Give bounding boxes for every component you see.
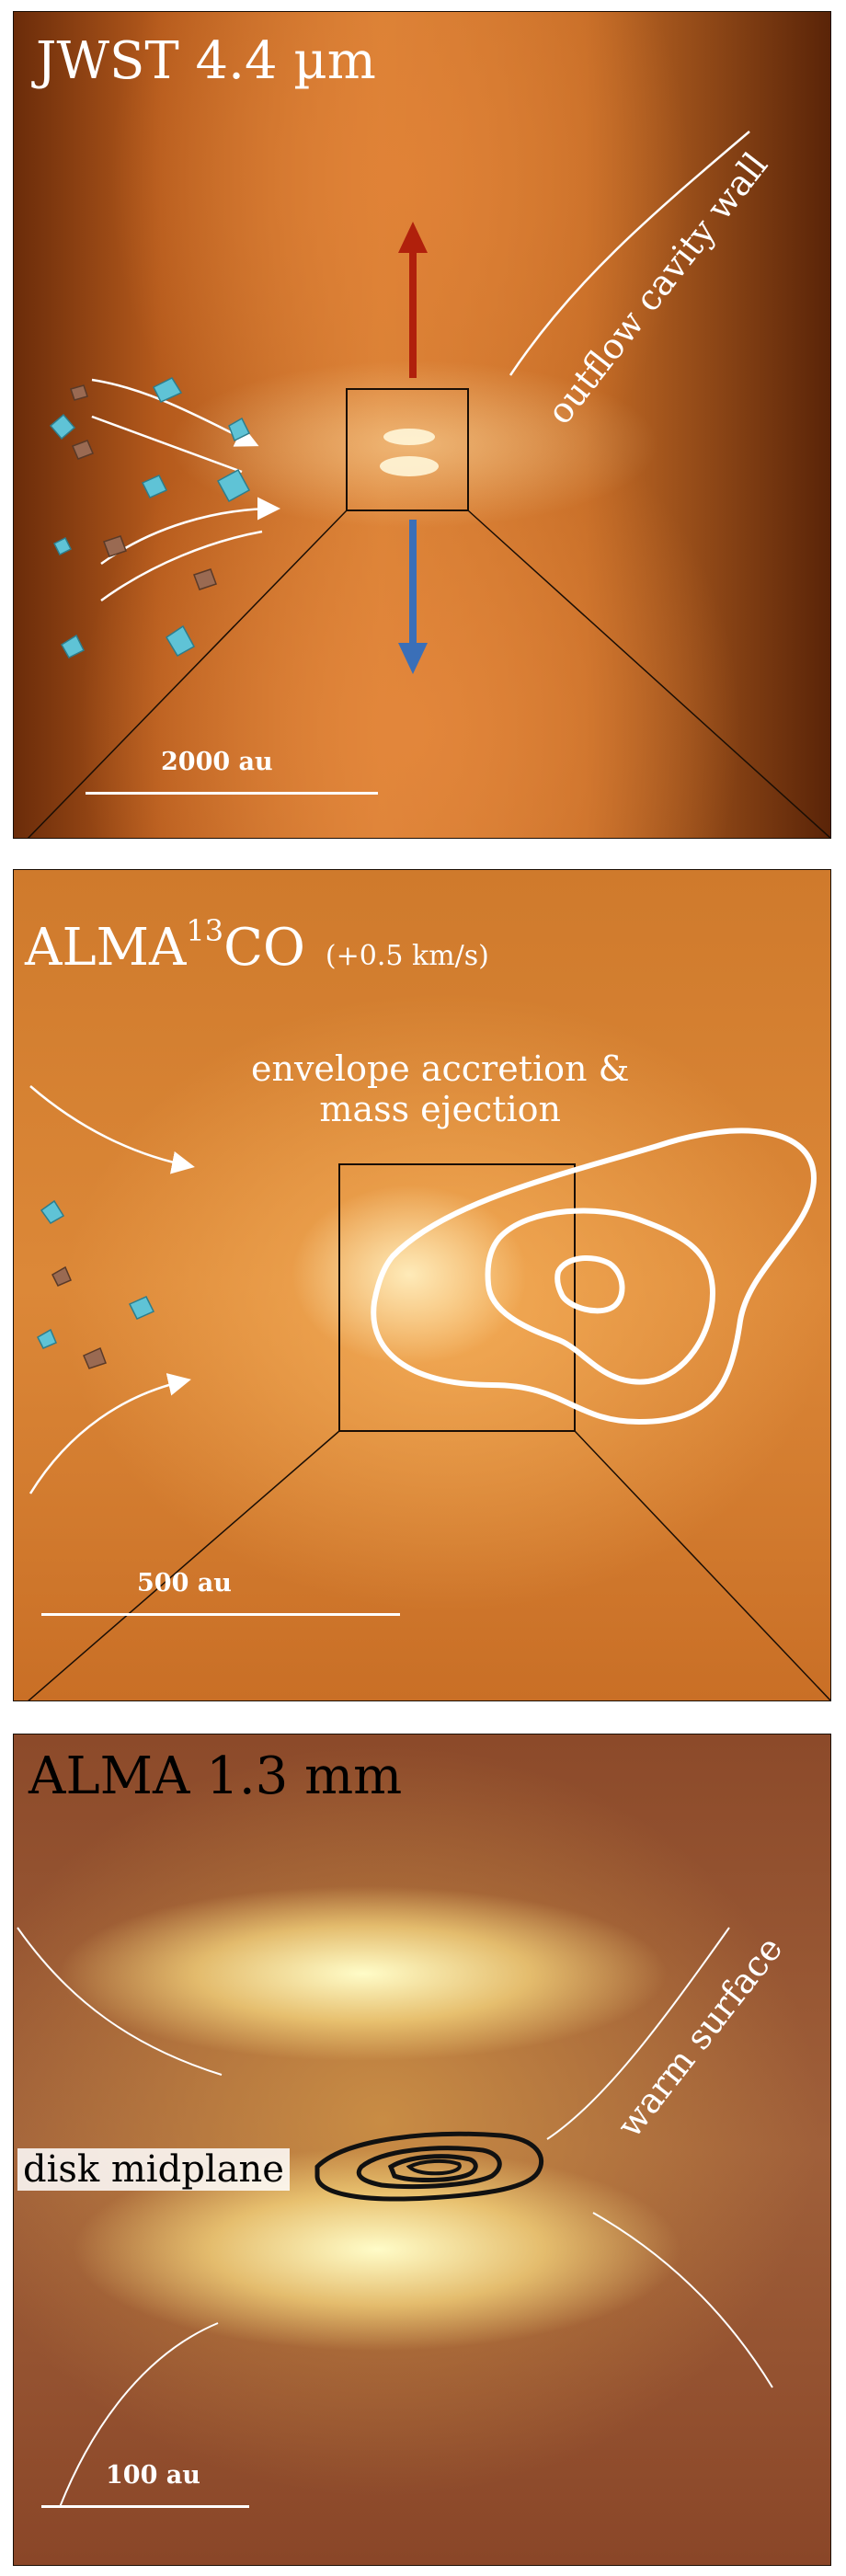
- envelope-annotation: envelope accretion & mass ejection: [251, 1048, 630, 1129]
- dust-grain-icon: [40, 1199, 65, 1224]
- zoom-connector: [467, 509, 830, 838]
- dust-grain-icon: [72, 440, 94, 460]
- dust-grain-icon: [141, 475, 168, 498]
- infall-streamline: [91, 415, 243, 474]
- dust-grain-icon: [37, 1328, 57, 1349]
- red-arrow-head: [398, 222, 428, 253]
- disk-midplane-label: disk midplane: [17, 2148, 290, 2191]
- dust-grain-icon: [216, 468, 251, 503]
- alma-co-scale-bar: [41, 1613, 400, 1616]
- dust-grain-icon: [70, 384, 88, 401]
- warm-surface-curve: [592, 2212, 773, 2388]
- dust-grain-icon: [152, 377, 183, 403]
- dust-grain-icon: [60, 634, 86, 658]
- annotation-line-1: envelope accretion &: [251, 1048, 630, 1089]
- midplane-contour-core: [406, 2158, 462, 2176]
- co-contour-middle: [485, 1208, 716, 1385]
- alma-continuum-panel: ALMA 1.3 mm disk midplane warm surface 1…: [13, 1734, 831, 2566]
- zoom-connector: [28, 1430, 340, 1700]
- dust-grain-icon: [52, 536, 73, 556]
- alma-continuum-overlay: [17, 1927, 773, 2508]
- alma-co-title-suffix: CO: [223, 918, 305, 978]
- jwst-scale-bar: [86, 792, 378, 795]
- dust-grain-icon: [51, 1265, 72, 1287]
- dust-grain-icon: [228, 417, 251, 442]
- zoom-box: [338, 1163, 576, 1432]
- infall-streamline: [100, 497, 280, 566]
- midplane-contour-inner: [387, 2154, 478, 2182]
- alma-co-panel: ALMA13CO (+0.5 km/s) envelope accretion &…: [13, 869, 831, 1701]
- jwst-panel: JWST 4.4 µm: [13, 11, 831, 839]
- dust-grains: [37, 1199, 155, 1369]
- warm-surface-curve: [17, 1927, 223, 2076]
- dust-grain-icon: [103, 535, 127, 557]
- warm-surface-curve: [546, 1927, 730, 2140]
- dust-grains: [49, 377, 251, 658]
- alma-co-scale-label: 500 au: [137, 1569, 232, 1597]
- alma-continuum-title: ALMA 1.3 mm: [29, 1746, 403, 1806]
- co-contour-inner: [554, 1255, 625, 1314]
- blue-arrow-head: [398, 643, 428, 674]
- dust-grain-icon: [128, 1296, 155, 1320]
- dust-grain-icon: [83, 1346, 107, 1369]
- dust-grain-icon: [49, 413, 76, 441]
- jwst-title: JWST 4.4 µm: [36, 31, 376, 91]
- zoom-box: [346, 388, 469, 511]
- alma-co-title-prefix: ALMA: [25, 918, 187, 978]
- warm-surface-curve: [59, 2322, 219, 2508]
- midplane-contour-outer: [314, 2131, 544, 2202]
- alma-continuum-scale-label: 100 au: [106, 2461, 200, 2490]
- alma-co-title-superscript: 13: [186, 913, 224, 948]
- infall-streamline: [29, 1085, 195, 1174]
- alma-co-overlay: [28, 1085, 830, 1700]
- jet-bright-spot: [380, 456, 439, 476]
- jet-bright-spot: [383, 429, 435, 445]
- cavity-wall-curve: [509, 131, 750, 376]
- zoom-connector: [27, 509, 348, 838]
- zoom-connector: [574, 1430, 830, 1700]
- co-contour-outer: [371, 1128, 817, 1425]
- infall-streamline: [100, 530, 263, 602]
- dust-grain-icon: [193, 568, 217, 590]
- jwst-overlay: [27, 131, 830, 838]
- velocity-label: (+0.5 km/s): [325, 940, 489, 972]
- alma-continuum-scale-bar: [41, 2505, 249, 2508]
- jwst-scale-label: 2000 au: [161, 748, 273, 776]
- dust-grain-icon: [165, 624, 196, 658]
- midplane-contour-middle: [356, 2146, 502, 2190]
- annotation-line-2: mass ejection: [319, 1088, 561, 1129]
- alma-co-title: ALMA13CO (+0.5 km/s): [25, 916, 489, 974]
- infall-streamline: [29, 1373, 191, 1494]
